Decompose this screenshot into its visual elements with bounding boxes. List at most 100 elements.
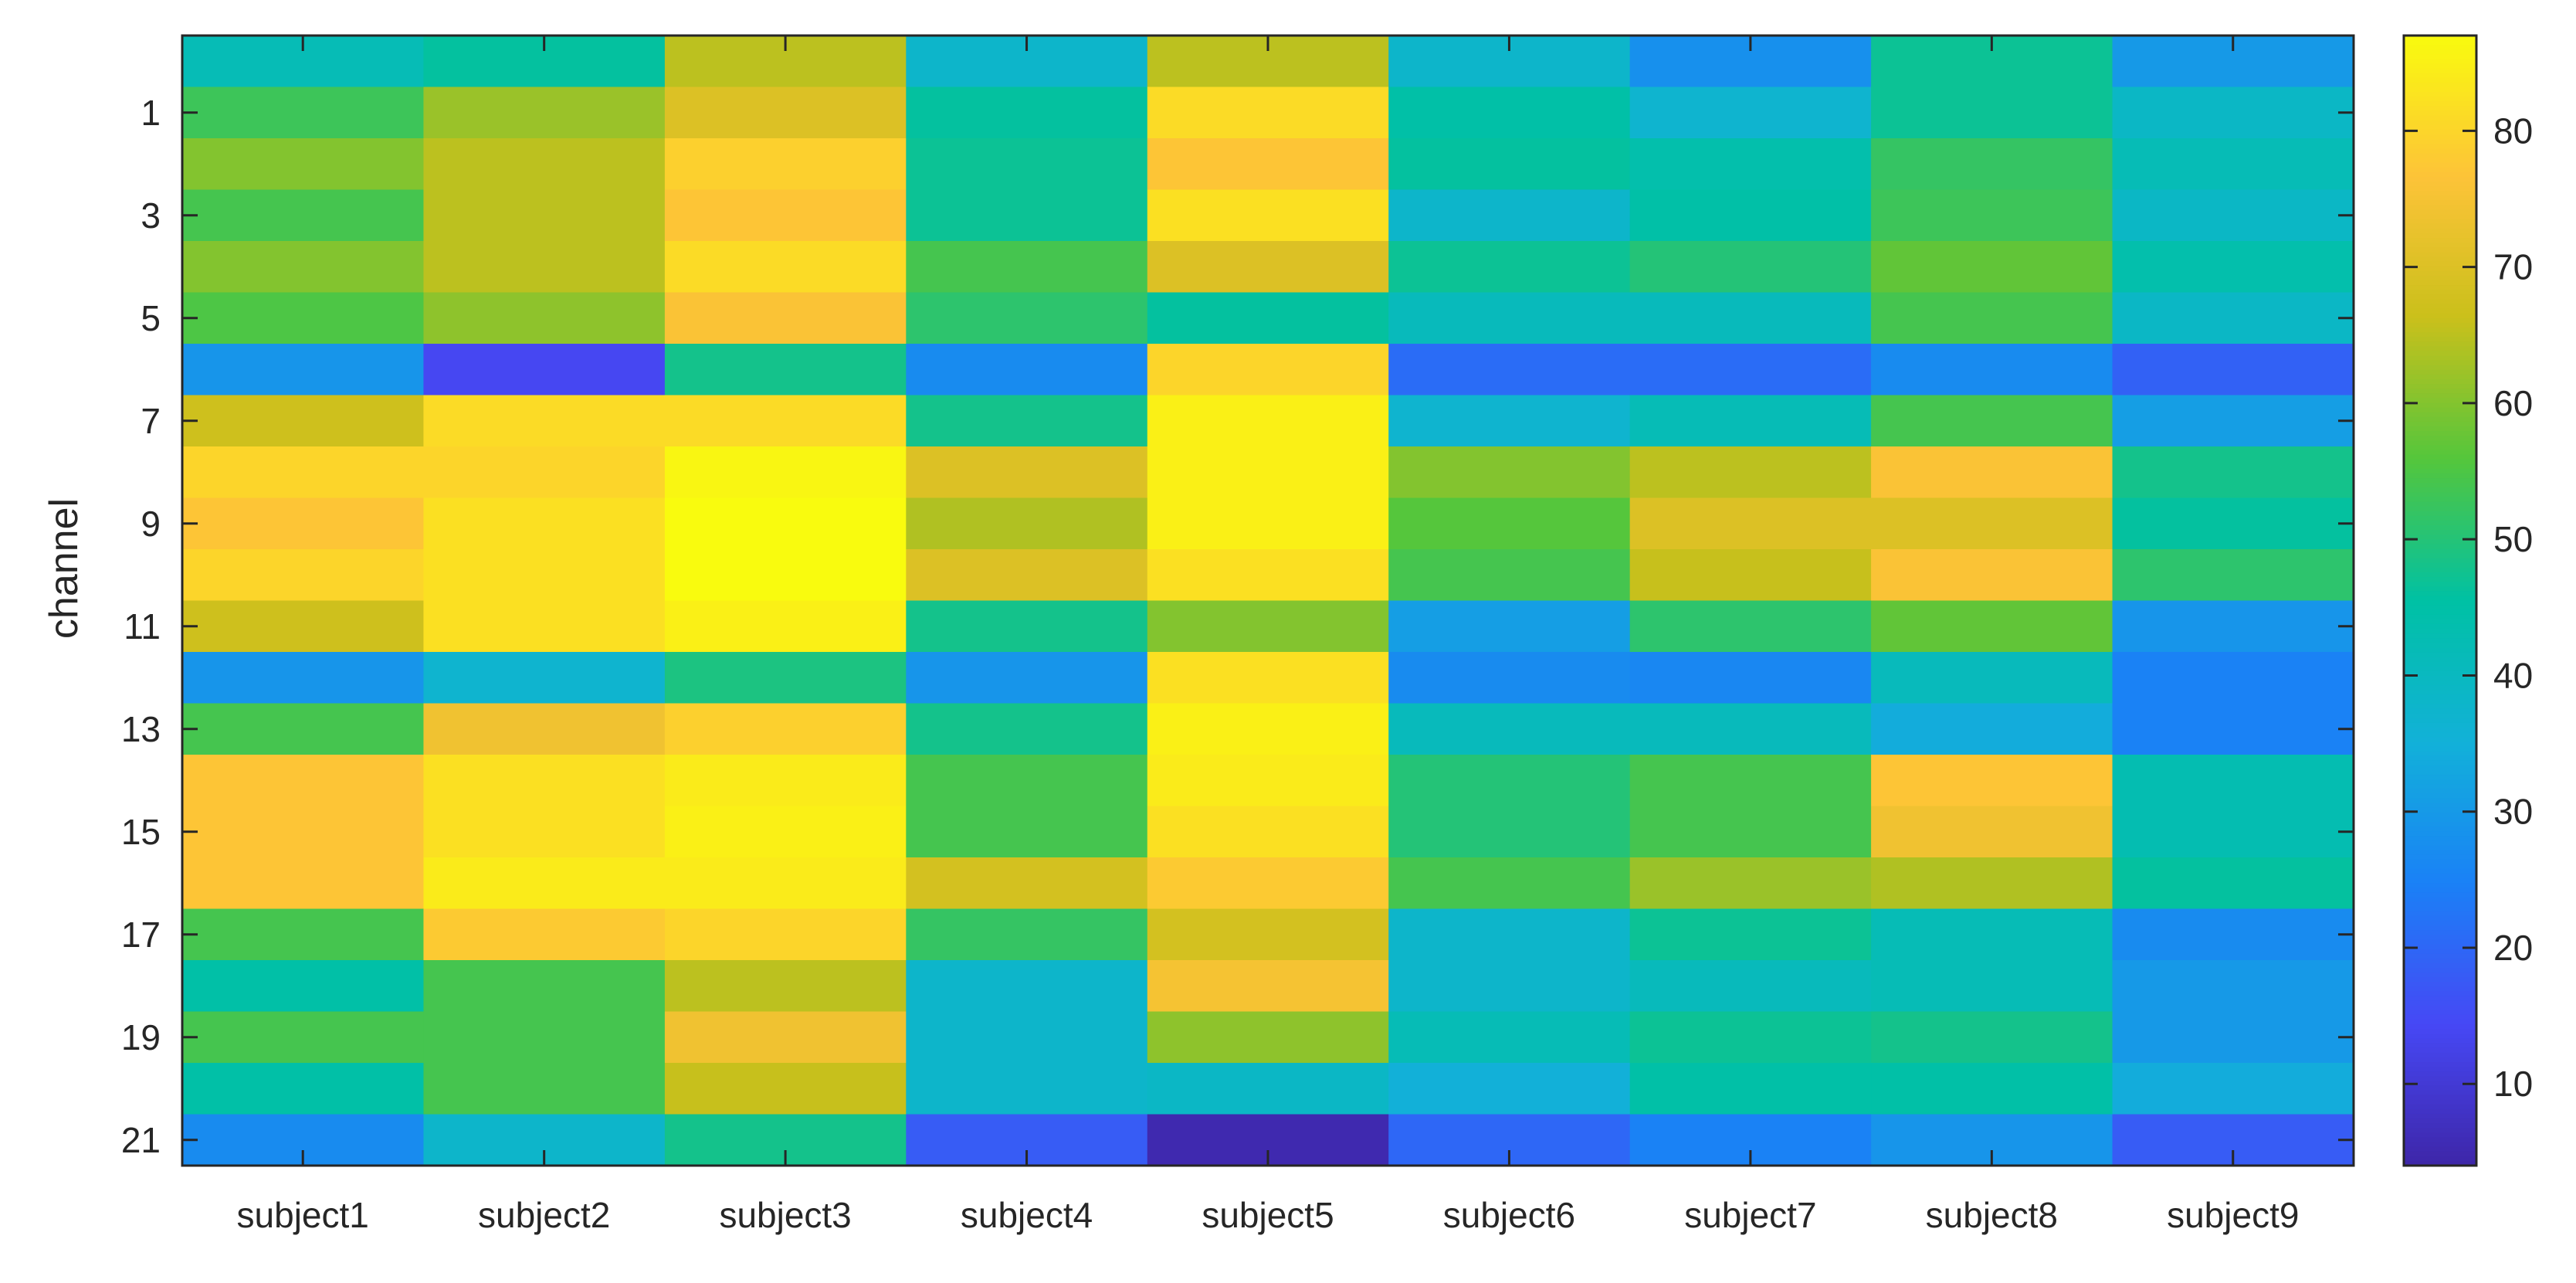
heatmap-cell: [182, 549, 425, 602]
heatmap-cell: [1871, 652, 2113, 704]
heatmap-cell: [1871, 549, 2113, 602]
colorbar-segment: [2404, 619, 2476, 625]
colorbar-segment: [2404, 308, 2476, 314]
colorbar-tick-label: 50: [2493, 519, 2533, 559]
heatmap-cell: [664, 857, 907, 910]
heatmap-cell: [1629, 1011, 1872, 1064]
colorbar-segment: [2404, 445, 2476, 451]
colorbar-segment: [2404, 605, 2476, 611]
colorbar-segment: [2404, 463, 2476, 470]
colorbar-segment: [2404, 478, 2476, 484]
heatmap-cell: [182, 857, 425, 910]
colorbar-segment: [2404, 412, 2476, 418]
colorbar-segment: [2404, 261, 2476, 267]
heatmap-cell: [2112, 600, 2354, 653]
colorbar-segment: [2404, 487, 2476, 494]
heatmap-cell: [1871, 87, 2113, 139]
heatmap-cell: [664, 446, 907, 499]
heatmap-cell: [182, 241, 425, 294]
colorbar-segment: [2404, 784, 2476, 790]
heatmap-cell: [906, 344, 1148, 396]
y-tick-label: 11: [124, 606, 161, 647]
colorbar-segment: [2404, 233, 2476, 239]
heatmap-cell: [664, 549, 907, 602]
heatmap-cell: [664, 189, 907, 242]
heatmap-cell: [1871, 806, 2113, 858]
heatmap-cell: [1147, 703, 1389, 755]
colorbar-tick-label: 30: [2493, 792, 2533, 832]
heatmap-cell: [1147, 189, 1389, 242]
colorbar-segment: [2404, 704, 2476, 710]
colorbar-segment: [2404, 530, 2476, 535]
heatmap-cell: [1388, 344, 1631, 396]
colorbar-segment: [2404, 238, 2476, 244]
colorbar-segment: [2404, 816, 2476, 823]
colorbar-segment: [2404, 176, 2476, 182]
heatmap-cell: [2112, 87, 2354, 139]
heatmap-cell: [1629, 395, 1872, 447]
colorbar-segment: [2404, 134, 2476, 140]
heatmap-cell: [1871, 138, 2113, 191]
colorbar-segment: [2404, 962, 2476, 969]
heatmap-cell: [423, 446, 666, 499]
heatmap-cell: [423, 703, 666, 755]
heatmap-cell: [1871, 446, 2113, 499]
heatmap-cell: [2112, 446, 2354, 499]
heatmap-cell: [182, 908, 425, 961]
heatmap-cell: [664, 1011, 907, 1064]
colorbar-segment: [2404, 346, 2476, 352]
colorbar-segment: [2404, 742, 2476, 748]
colorbar-segment: [2404, 290, 2476, 296]
heatmap-cell: [1871, 960, 2113, 1013]
colorbar-segment: [2404, 751, 2476, 757]
heatmap-cell: [182, 1063, 425, 1115]
heatmap-cell: [1871, 241, 2113, 294]
heatmap-cell: [664, 755, 907, 807]
heatmap-cell: [182, 1011, 425, 1064]
colorbar-segment: [2404, 384, 2476, 389]
colorbar-segment: [2404, 1085, 2476, 1091]
colorbar-segment: [2404, 450, 2476, 456]
colorbar-segment: [2404, 1095, 2476, 1101]
heatmap-cell: [664, 703, 907, 755]
heatmap-cell: [1871, 292, 2113, 345]
colorbar-segment: [2404, 393, 2476, 399]
colorbar-segment: [2404, 369, 2476, 375]
heatmap-cell: [182, 395, 425, 447]
colorbar-segment: [2404, 935, 2476, 941]
colorbar-segment: [2404, 421, 2476, 427]
colorbar-segment: [2404, 1118, 2476, 1124]
colorbar-segment: [2404, 1014, 2476, 1020]
colorbar-segment: [2404, 341, 2476, 348]
colorbar-segment: [2404, 181, 2476, 187]
heatmap-cell: [1629, 703, 1872, 755]
colorbar-segment: [2404, 497, 2476, 503]
colorbar-segment: [2404, 299, 2476, 305]
heatmap-cell: [664, 960, 907, 1013]
heatmap-cell: [1388, 549, 1631, 602]
heatmap-cell: [906, 703, 1148, 755]
colorbar-segment: [2404, 1024, 2476, 1030]
colorbar-segment: [2404, 1071, 2476, 1077]
heatmap-cell: [1871, 395, 2113, 447]
colorbar-segment: [2404, 186, 2476, 192]
heatmap-cell: [906, 1011, 1148, 1064]
colorbar-segment: [2404, 939, 2476, 945]
colorbar-segment: [2404, 1057, 2476, 1063]
colorbar-segment: [2404, 643, 2476, 649]
colorbar-segment: [2404, 732, 2476, 738]
x-tick-label: subject9: [2167, 1195, 2299, 1235]
heatmap-cell: [2112, 497, 2354, 550]
heatmap-cell: [182, 806, 425, 858]
colorbar-segment: [2404, 614, 2476, 620]
colorbar-segment: [2404, 205, 2476, 211]
heatmap-cell: [1147, 446, 1389, 499]
heatmap-cell: [1388, 241, 1631, 294]
heatmap-cell: [664, 497, 907, 550]
x-axis-ticks: subject1 subject2 subject3 subject4 subject5…: [237, 36, 2299, 1235]
colorbar-segment: [2404, 629, 2476, 634]
heatmap-cell: [1388, 755, 1631, 807]
colorbar-segment: [2404, 492, 2476, 498]
